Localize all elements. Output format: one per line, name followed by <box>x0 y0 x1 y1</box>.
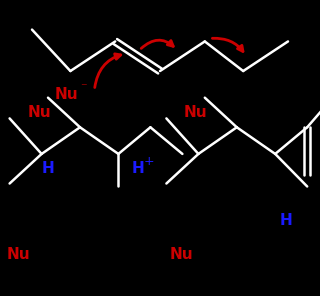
FancyArrowPatch shape <box>141 40 173 49</box>
Text: H: H <box>131 161 144 176</box>
FancyArrowPatch shape <box>212 38 243 52</box>
Text: Nu: Nu <box>55 87 78 102</box>
Text: +: + <box>143 155 154 168</box>
Text: ⁻: ⁻ <box>80 81 87 94</box>
Text: Nu: Nu <box>6 247 30 262</box>
Text: H: H <box>42 161 54 176</box>
Text: Nu: Nu <box>27 105 51 120</box>
Text: H: H <box>280 213 293 228</box>
Text: Nu: Nu <box>184 105 208 120</box>
FancyArrowPatch shape <box>95 54 121 88</box>
Text: Nu: Nu <box>170 247 193 262</box>
